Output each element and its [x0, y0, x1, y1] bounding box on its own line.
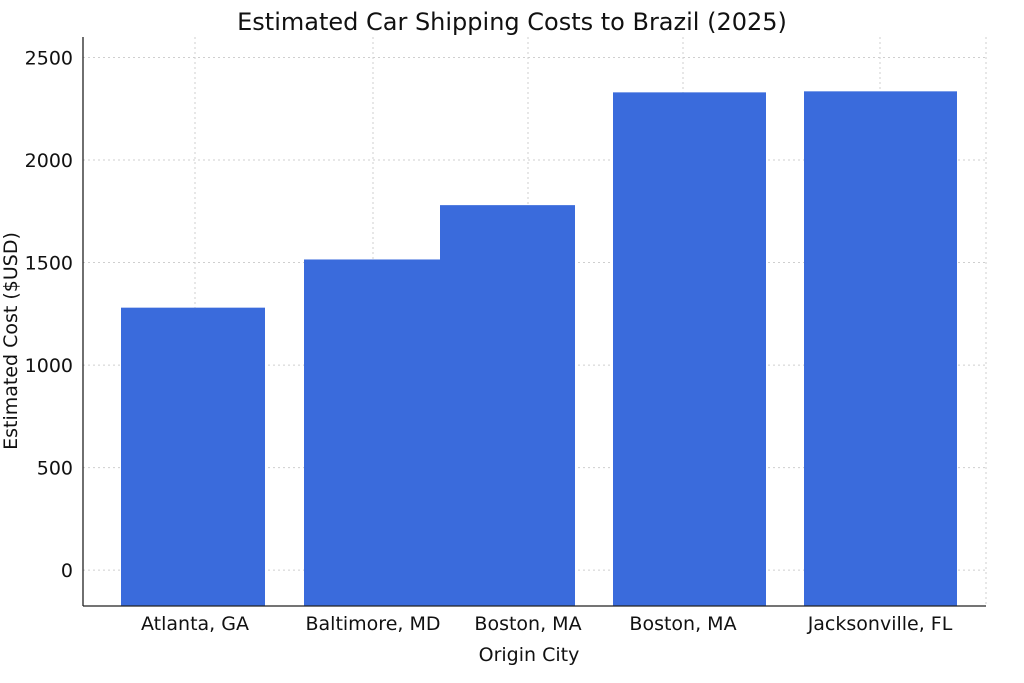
x-tick-label: Boston, MA: [629, 613, 736, 635]
x-tick-label: Atlanta, GA: [141, 613, 249, 635]
y-tick-label: 500: [37, 458, 73, 480]
bar: [121, 307, 265, 606]
x-axis-ticks: Atlanta, GA Baltimore, MD Boston, MA Boston…: [141, 613, 953, 635]
y-tick-label: 1000: [25, 355, 73, 377]
y-tick-label: 1500: [25, 253, 73, 275]
x-tick-label: Boston, MA: [474, 613, 581, 635]
bar: [613, 92, 766, 606]
y-tick-label: 2000: [25, 150, 73, 172]
y-tick-label: 0: [61, 560, 73, 582]
chart-title: Estimated Car Shipping Costs to Brazil (…: [237, 8, 787, 36]
bars: [121, 91, 957, 607]
y-axis-label: Estimated Cost ($USD): [0, 232, 22, 450]
bar: [440, 205, 575, 606]
y-tick-label: 2500: [25, 48, 73, 70]
bar: [804, 91, 957, 607]
x-tick-label: Baltimore, MD: [305, 613, 440, 635]
x-tick-label: Jacksonville, FL: [807, 613, 953, 635]
y-axis-ticks: 0 500 1000 1500 2000 2500: [25, 48, 73, 583]
x-axis-label: Origin City: [479, 644, 580, 666]
bar: [304, 259, 440, 606]
